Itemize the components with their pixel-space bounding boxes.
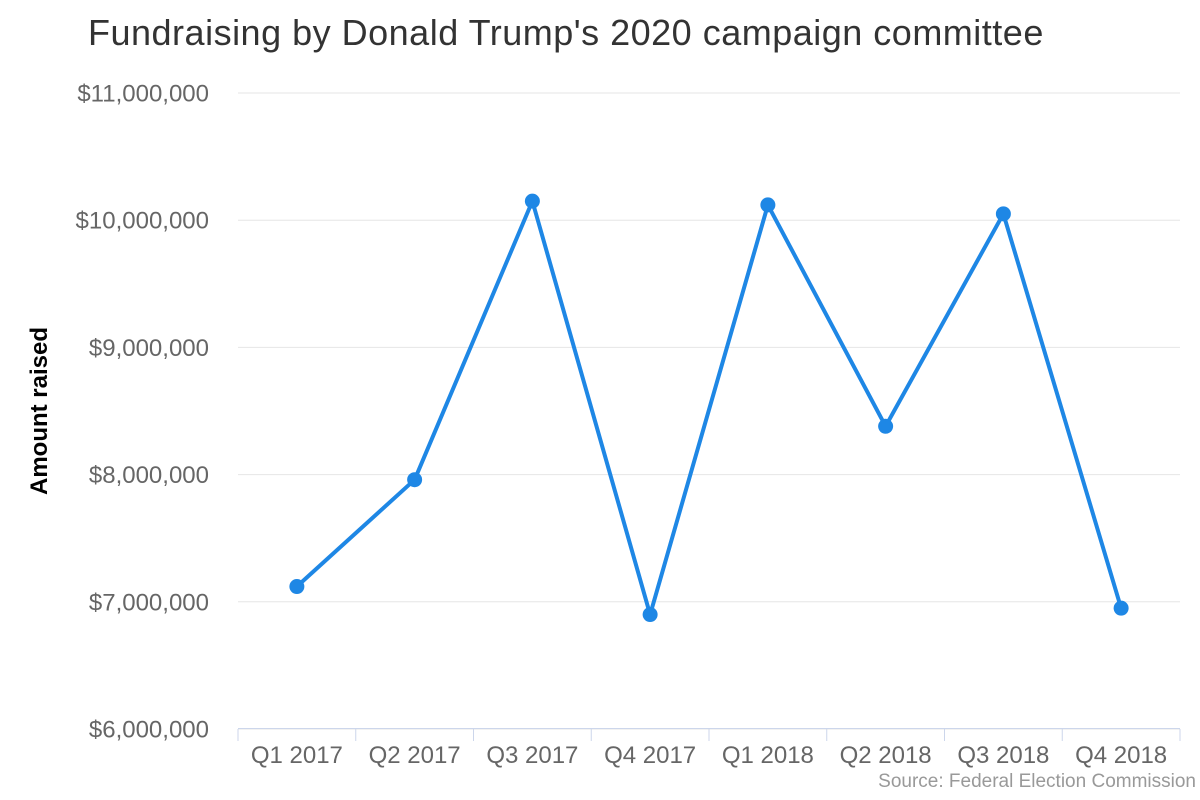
x-axis-tick-label: Q3 2017 [486, 742, 578, 769]
chart-title: Fundraising by Donald Trump's 2020 campa… [88, 12, 1044, 53]
x-axis-tick-label: Q4 2017 [604, 742, 696, 769]
data-point-q3-2017[interactable] [524, 193, 540, 209]
data-point-q3-2018[interactable] [995, 206, 1011, 222]
y-axis-tick-label: $6,000,000 [89, 717, 209, 744]
y-axis-tick-label: $7,000,000 [89, 589, 209, 616]
x-axis-tick-label: Q4 2018 [1075, 742, 1167, 769]
data-point-q2-2017[interactable] [407, 472, 423, 488]
data-point-q2-2018[interactable] [878, 418, 894, 434]
y-axis-tick-label: $11,000,000 [77, 81, 209, 108]
data-point-q1-2017[interactable] [289, 579, 305, 595]
x-axis-tick-label: Q1 2018 [722, 742, 814, 769]
data-line [294, 199, 1124, 617]
data-point-q1-2018[interactable] [760, 197, 776, 213]
x-axis-tick-label: Q2 2017 [369, 742, 461, 769]
y-axis-tick-label: $8,000,000 [89, 462, 209, 489]
source-credit: Source: Federal Election Commission [878, 771, 1196, 792]
data-point-q4-2017[interactable] [642, 607, 658, 623]
y-axis-tick-label: $10,000,000 [76, 208, 209, 235]
y-axis-tick-label: $9,000,000 [89, 335, 209, 362]
x-axis-tick-label: Q2 2018 [840, 742, 932, 769]
x-axis-tick-label: Q3 2018 [957, 742, 1049, 769]
x-axis-tick-label: Q1 2017 [251, 742, 343, 769]
data-point-q4-2018[interactable] [1113, 600, 1129, 616]
